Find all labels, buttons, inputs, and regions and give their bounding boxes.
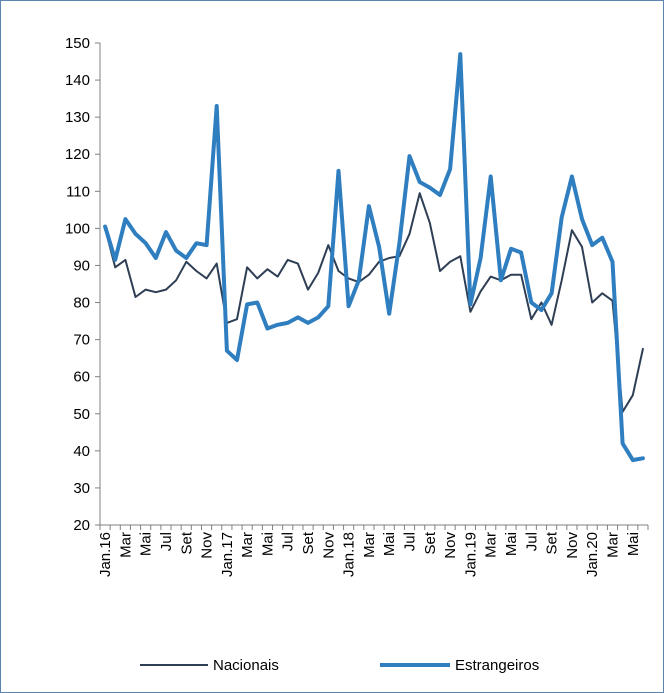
- y-tick-label: 140: [65, 72, 90, 89]
- x-tick-label: Nov: [199, 532, 216, 559]
- x-tick-label: Jan.16: [97, 532, 114, 577]
- series-line-nacionais: [104, 192, 644, 413]
- y-tick-label: 110: [66, 183, 90, 200]
- x-tick-label: Nov: [442, 532, 459, 559]
- x-tick-label: Nov: [564, 532, 581, 559]
- series-lines: [103, 52, 645, 463]
- legend: Nacionais Estrangeiros: [140, 657, 539, 674]
- x-tick-label: Jul: [280, 532, 297, 551]
- x-tick-label: Set: [300, 531, 317, 554]
- y-tick-label: 120: [65, 146, 90, 163]
- y-tick-label: 90: [73, 257, 90, 274]
- x-tick-label: Mar: [604, 532, 621, 558]
- x-tick-label: Mar: [239, 532, 256, 558]
- legend-label-nacionais: Nacionais: [213, 657, 279, 674]
- x-tick-label: Set: [422, 531, 439, 554]
- x-tick-label: Mai: [259, 532, 276, 556]
- y-tick-label: 30: [73, 480, 90, 497]
- x-tick-label: Mar: [361, 532, 378, 558]
- y-axis-ticks: 20 30 40 50 60 70 80 90 100 110 120 130 140 150: [65, 35, 100, 534]
- x-tick-label: Nov: [320, 532, 337, 559]
- y-tick-label: 100: [65, 220, 90, 237]
- y-tick-label: 40: [73, 443, 90, 460]
- x-tick-label: Mai: [381, 532, 398, 556]
- y-tick-label: 150: [65, 35, 90, 52]
- series-line-estrangeiros: [103, 52, 645, 463]
- x-axis-ticks: Jan.16 Mar Mai Jul Set Nov Jan.17 Mar Mai Jul Set N…: [97, 525, 649, 577]
- x-tick-label: Mai: [625, 532, 642, 556]
- x-tick-label: Mar: [117, 532, 134, 558]
- y-tick-label: 50: [73, 406, 90, 423]
- x-tick-label: Mai: [503, 532, 520, 556]
- legend-label-estrangeiros: Estrangeiros: [455, 657, 539, 674]
- y-tick-label: 80: [73, 295, 90, 312]
- x-tick-label: Jul: [158, 532, 175, 551]
- y-tick-label: 130: [65, 109, 90, 126]
- x-tick-label: Jan.18: [341, 532, 358, 577]
- chart-axes: [99, 43, 648, 526]
- x-tick-label: Jul: [402, 532, 419, 551]
- x-tick-label: Mar: [483, 532, 500, 558]
- x-tick-label: Mai: [138, 532, 155, 556]
- y-tick-label: 70: [73, 332, 90, 349]
- x-tick-label: Jan.17: [219, 532, 236, 577]
- x-tick-label: Jul: [523, 532, 540, 551]
- y-tick-label: 20: [73, 517, 90, 534]
- y-tick-label: 60: [73, 369, 90, 386]
- x-tick-label: Set: [178, 531, 195, 554]
- x-tick-label: Set: [544, 531, 561, 554]
- x-tick-label: Jan.20: [584, 532, 601, 577]
- x-tick-label: Jan.19: [462, 532, 479, 577]
